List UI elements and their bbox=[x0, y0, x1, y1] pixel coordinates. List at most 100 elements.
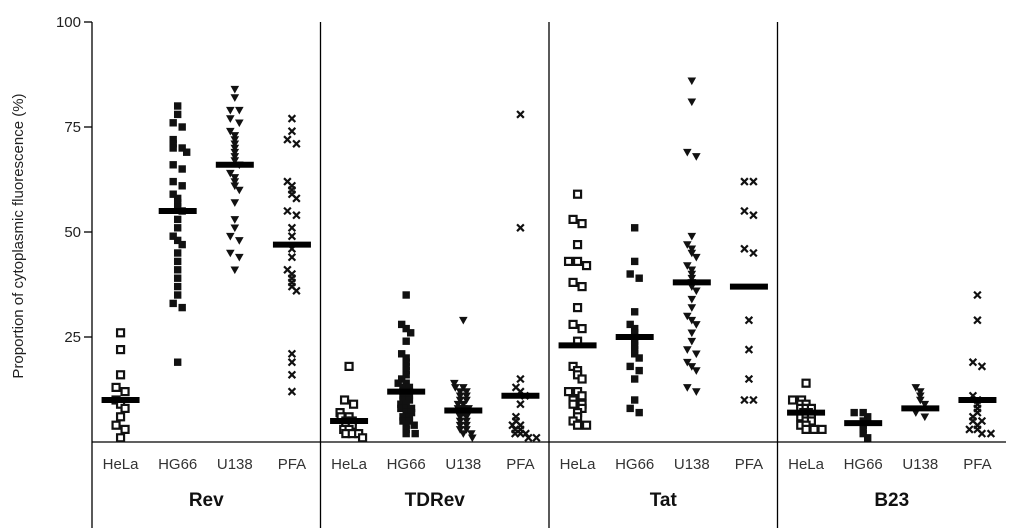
data-point bbox=[635, 408, 643, 417]
data-point bbox=[111, 382, 121, 392]
data-point bbox=[402, 324, 410, 333]
data-point bbox=[687, 98, 697, 107]
data-point bbox=[451, 384, 460, 392]
data-point bbox=[462, 396, 471, 405]
data-point bbox=[687, 245, 697, 254]
data-point bbox=[169, 299, 177, 308]
data-point bbox=[357, 433, 368, 443]
data-point bbox=[626, 320, 634, 329]
category-label: HG66 bbox=[158, 456, 197, 473]
data-point bbox=[402, 371, 410, 379]
data-point bbox=[402, 354, 410, 362]
data-point bbox=[683, 148, 692, 157]
data-point bbox=[563, 256, 574, 266]
category-label: HG66 bbox=[387, 456, 426, 473]
data-point bbox=[402, 358, 410, 366]
data-point bbox=[859, 429, 867, 438]
y-tick-label: 50 bbox=[64, 224, 81, 241]
data-point bbox=[230, 94, 240, 102]
data-point bbox=[226, 127, 235, 136]
data-point bbox=[462, 392, 471, 401]
category-label: HeLa bbox=[103, 456, 140, 473]
data-point bbox=[402, 337, 410, 345]
data-point bbox=[230, 85, 240, 94]
data-point bbox=[687, 266, 697, 275]
data-point bbox=[405, 383, 414, 392]
data-point bbox=[740, 244, 749, 253]
category-label: U138 bbox=[674, 456, 710, 473]
data-point bbox=[683, 262, 692, 270]
data-point bbox=[965, 425, 974, 434]
data-point bbox=[801, 378, 811, 388]
category-label: U138 bbox=[902, 456, 938, 473]
data-point bbox=[169, 119, 177, 127]
data-point bbox=[169, 177, 177, 186]
data-point bbox=[516, 110, 525, 119]
data-point bbox=[863, 413, 872, 421]
data-point bbox=[563, 387, 574, 397]
data-point bbox=[516, 223, 525, 232]
data-point bbox=[173, 282, 182, 291]
data-point bbox=[399, 392, 407, 400]
data-point bbox=[169, 232, 177, 240]
data-point bbox=[626, 362, 634, 371]
data-point bbox=[226, 249, 235, 258]
group-label: Tat bbox=[650, 490, 678, 511]
data-point bbox=[635, 366, 643, 375]
data-point bbox=[920, 413, 930, 422]
data-point bbox=[230, 136, 240, 144]
data-point bbox=[169, 161, 177, 169]
data-point bbox=[397, 404, 405, 413]
data-point bbox=[120, 424, 130, 434]
data-point bbox=[455, 421, 465, 430]
data-point bbox=[173, 257, 182, 266]
data-point bbox=[178, 144, 186, 152]
data-point bbox=[292, 139, 301, 148]
data-point bbox=[287, 127, 297, 136]
data-point bbox=[402, 408, 410, 417]
data-point bbox=[287, 232, 297, 241]
data-point bbox=[630, 350, 639, 358]
data-point bbox=[173, 224, 182, 232]
data-point bbox=[635, 274, 643, 282]
data-point bbox=[973, 290, 982, 300]
data-point bbox=[630, 329, 639, 337]
data-point bbox=[402, 362, 410, 371]
data-point bbox=[178, 303, 186, 312]
data-point bbox=[462, 388, 471, 396]
data-point bbox=[226, 169, 235, 178]
data-point bbox=[740, 395, 749, 405]
data-point bbox=[399, 417, 407, 425]
data-point bbox=[577, 374, 587, 384]
data-point bbox=[692, 321, 701, 329]
data-point bbox=[740, 177, 749, 186]
data-point bbox=[462, 426, 471, 434]
data-point bbox=[859, 408, 867, 417]
data-point bbox=[173, 203, 182, 211]
data-point bbox=[406, 329, 415, 337]
data-point bbox=[292, 211, 301, 220]
data-point bbox=[169, 140, 177, 148]
data-point bbox=[626, 404, 634, 413]
data-point bbox=[178, 123, 186, 131]
category-label: PFA bbox=[963, 456, 991, 473]
data-point bbox=[173, 194, 182, 203]
data-point bbox=[230, 266, 240, 275]
data-point bbox=[568, 277, 578, 287]
data-point bbox=[973, 316, 982, 325]
data-point bbox=[524, 433, 533, 442]
data-point bbox=[577, 324, 587, 334]
data-point bbox=[230, 216, 240, 224]
data-point bbox=[402, 425, 410, 434]
data-point bbox=[687, 316, 697, 325]
data-point bbox=[455, 417, 465, 426]
data-point bbox=[626, 270, 634, 278]
data-point bbox=[683, 346, 692, 354]
chart-frame bbox=[91, 22, 1006, 528]
data-point bbox=[173, 291, 182, 299]
data-point bbox=[292, 286, 301, 295]
data-point bbox=[749, 395, 758, 405]
data-point bbox=[630, 345, 639, 354]
data-point bbox=[287, 370, 297, 379]
